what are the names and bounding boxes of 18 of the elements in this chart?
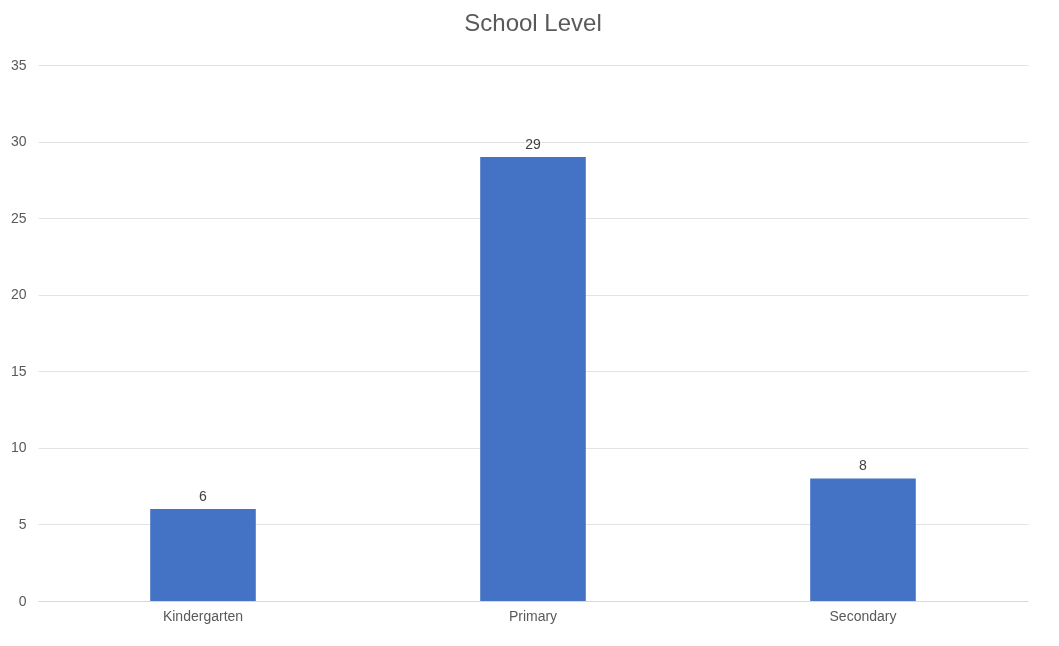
x-tick-label: Primary <box>508 607 558 624</box>
y-tick-label: 0 <box>18 592 27 609</box>
y-tick-label: 15 <box>10 362 27 379</box>
bar <box>480 156 586 601</box>
data-label: 29 <box>525 135 541 152</box>
chart-title: School Level <box>464 9 602 36</box>
y-tick-label: 25 <box>10 209 27 226</box>
x-tick-label: Secondary <box>829 607 897 624</box>
y-tick-label: 10 <box>10 439 27 456</box>
y-tick-label: 35 <box>10 56 27 73</box>
y-tick-label: 5 <box>18 515 27 532</box>
y-tick-label: 20 <box>10 286 27 303</box>
data-label: 6 <box>199 488 208 505</box>
bar <box>810 478 916 601</box>
y-tick-label: 30 <box>10 133 27 150</box>
bar <box>150 509 256 601</box>
data-label: 8 <box>859 457 868 474</box>
x-tick-label: Kindergarten <box>162 607 244 624</box>
